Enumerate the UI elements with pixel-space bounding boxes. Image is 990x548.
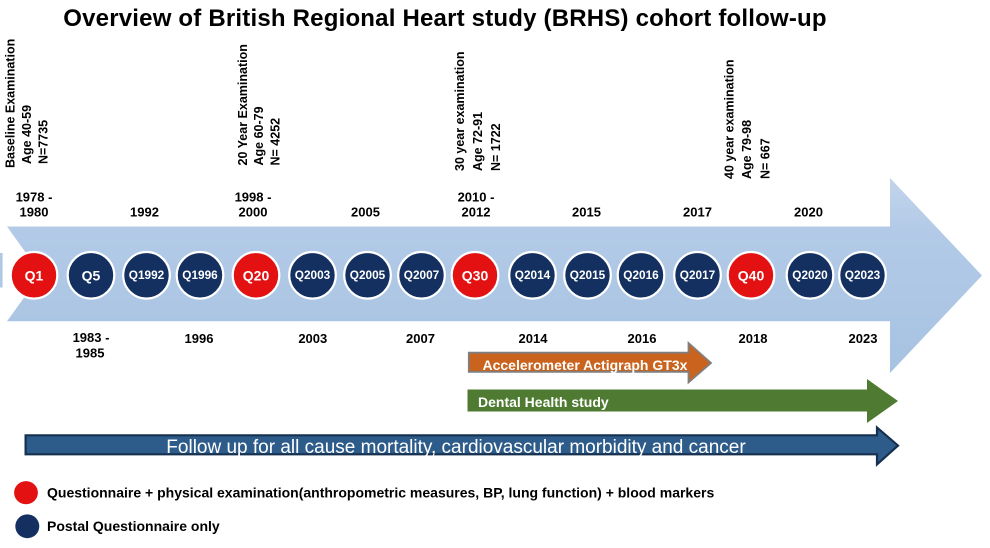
svg-text:2012: 2012 <box>462 205 491 220</box>
svg-text:Q20: Q20 <box>243 267 270 283</box>
svg-text:Q30: Q30 <box>462 267 489 283</box>
svg-text:2023: 2023 <box>849 331 878 346</box>
svg-text:N= 667: N= 667 <box>759 138 773 179</box>
svg-text:2017: 2017 <box>683 205 712 220</box>
svg-text:1998 -: 1998 - <box>235 190 272 205</box>
svg-text:Q40: Q40 <box>738 267 765 283</box>
svg-text:Q5: Q5 <box>82 267 101 283</box>
svg-text:Baseline Examination: Baseline Examination <box>4 39 18 168</box>
svg-text:Q1: Q1 <box>25 267 44 283</box>
svg-text:2014: 2014 <box>519 331 549 346</box>
svg-text:Age 40-59: Age 40-59 <box>20 105 34 164</box>
svg-text:2007: 2007 <box>406 331 435 346</box>
svg-text:1996: 1996 <box>185 331 214 346</box>
svg-text:Q1996: Q1996 <box>182 268 218 282</box>
svg-text:2003: 2003 <box>298 331 327 346</box>
svg-text:Q1992: Q1992 <box>129 268 165 282</box>
svg-text:2016: 2016 <box>628 331 657 346</box>
svg-text:Q2016: Q2016 <box>623 268 659 282</box>
svg-text:2015: 2015 <box>572 205 601 220</box>
svg-text:Q2003: Q2003 <box>295 268 331 282</box>
svg-text:Q2020: Q2020 <box>792 268 828 282</box>
svg-text:30 year examination: 30 year examination <box>453 51 467 171</box>
svg-text:40 year examination: 40 year examination <box>723 59 737 179</box>
svg-text:Q2007: Q2007 <box>404 268 440 282</box>
svg-text:Q2017: Q2017 <box>680 268 716 282</box>
svg-text:2020: 2020 <box>794 205 823 220</box>
svg-text:Follow up for all cause mortal: Follow up for all cause mortality, cardi… <box>166 437 746 458</box>
svg-text:N= 1722: N= 1722 <box>489 123 503 171</box>
svg-text:2005: 2005 <box>351 205 380 220</box>
svg-text:2000: 2000 <box>239 205 268 220</box>
svg-text:Questionnaire + physical exami: Questionnaire + physical examination(ant… <box>47 485 714 501</box>
svg-text:1978 -: 1978 - <box>16 190 53 205</box>
svg-text:Accelerometer Actigraph GT3x: Accelerometer Actigraph GT3x <box>483 357 688 373</box>
svg-text:Age 79-98: Age 79-98 <box>740 120 754 179</box>
svg-text:Q2023: Q2023 <box>845 268 881 282</box>
svg-text:N=7735: N=7735 <box>37 120 51 164</box>
svg-text:2010 -: 2010 - <box>458 190 495 205</box>
svg-text:1992: 1992 <box>130 205 159 220</box>
svg-text:Overview of British Regional H: Overview of British Regional Heart study… <box>63 5 827 32</box>
svg-text:Postal Questionnaire only: Postal Questionnaire only <box>47 518 220 534</box>
svg-text:Dental Health study: Dental Health study <box>478 394 609 410</box>
svg-text:Age 72-91: Age 72-91 <box>471 112 485 171</box>
svg-text:2018: 2018 <box>739 331 768 346</box>
svg-text:20 Year Examination: 20 Year Examination <box>236 44 250 165</box>
svg-text:1983 -: 1983 - <box>73 330 110 345</box>
svg-text:1980: 1980 <box>20 205 49 220</box>
svg-text:Q2014: Q2014 <box>515 268 551 282</box>
svg-text:1985: 1985 <box>76 346 105 361</box>
svg-text:Age 60-79: Age 60-79 <box>252 106 266 165</box>
svg-text:Q2005: Q2005 <box>350 268 386 282</box>
svg-text:N= 4252: N= 4252 <box>269 118 283 166</box>
svg-text:Q2015: Q2015 <box>570 268 606 282</box>
